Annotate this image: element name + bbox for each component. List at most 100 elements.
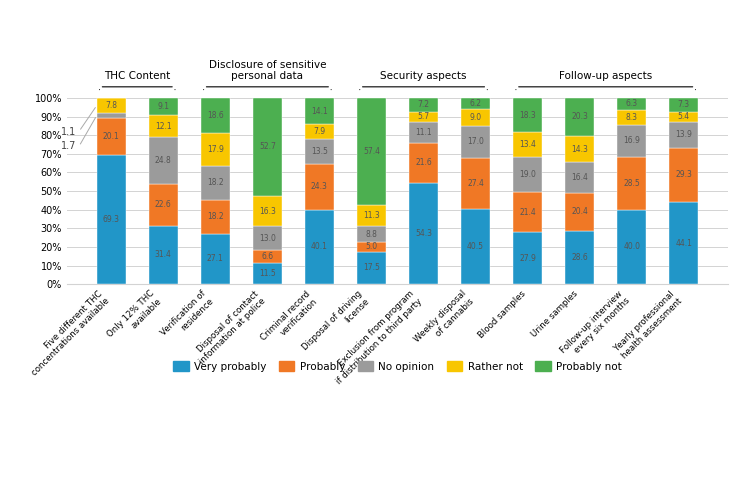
Bar: [253, 226, 282, 250]
Bar: [461, 126, 490, 158]
Text: 22.6: 22.6: [155, 200, 172, 209]
Bar: [149, 226, 178, 284]
Bar: [461, 98, 490, 109]
Bar: [669, 202, 698, 284]
Bar: [461, 209, 490, 284]
Text: 20.1: 20.1: [103, 132, 120, 141]
Text: 11.5: 11.5: [259, 269, 276, 278]
Bar: [305, 210, 334, 284]
Bar: [513, 132, 542, 157]
Text: 6.2: 6.2: [470, 99, 481, 108]
Text: 8.3: 8.3: [626, 113, 637, 122]
Text: Security aspects: Security aspects: [380, 71, 467, 81]
Text: 11.1: 11.1: [415, 128, 432, 137]
Text: 21.4: 21.4: [519, 208, 536, 217]
Bar: [357, 243, 386, 252]
Bar: [565, 98, 594, 136]
Bar: [513, 232, 542, 284]
Bar: [149, 115, 178, 138]
Legend: Very probably, Probably, No opinion, Rather not, Probably not: Very probably, Probably, No opinion, Rat…: [169, 357, 626, 376]
Bar: [149, 138, 178, 184]
Bar: [409, 143, 438, 183]
Bar: [669, 122, 698, 147]
Text: 6.3: 6.3: [626, 99, 637, 108]
Bar: [149, 98, 178, 115]
Text: 5.4: 5.4: [678, 112, 690, 121]
Bar: [357, 98, 386, 205]
Bar: [97, 113, 126, 118]
Bar: [201, 98, 230, 133]
Text: 7.3: 7.3: [678, 100, 690, 109]
Bar: [461, 109, 490, 126]
Bar: [565, 231, 594, 284]
Text: 9.1: 9.1: [158, 102, 169, 111]
Text: 40.0: 40.0: [623, 243, 640, 251]
Text: 1.1: 1.1: [61, 126, 77, 137]
Text: 18.2: 18.2: [207, 212, 224, 221]
Bar: [565, 193, 594, 231]
Text: 69.3: 69.3: [103, 215, 120, 224]
Bar: [617, 210, 646, 284]
Text: 40.5: 40.5: [467, 242, 484, 251]
Bar: [409, 112, 438, 122]
Text: 11.3: 11.3: [363, 211, 380, 220]
Bar: [669, 98, 698, 112]
Text: 24.3: 24.3: [311, 182, 328, 192]
Text: 21.6: 21.6: [415, 158, 432, 168]
Text: 20.4: 20.4: [571, 207, 588, 217]
Text: 29.3: 29.3: [675, 171, 692, 179]
Bar: [201, 200, 230, 234]
Bar: [565, 162, 594, 193]
Bar: [97, 98, 126, 113]
Bar: [201, 133, 230, 166]
Text: 52.7: 52.7: [259, 143, 276, 151]
Bar: [253, 263, 282, 284]
Bar: [409, 183, 438, 284]
Text: 6.6: 6.6: [262, 252, 273, 261]
Bar: [669, 147, 698, 202]
Text: Follow-up aspects: Follow-up aspects: [559, 71, 652, 81]
Text: 13.5: 13.5: [311, 147, 328, 156]
Bar: [201, 166, 230, 200]
Text: 13.9: 13.9: [675, 130, 692, 139]
Bar: [617, 157, 646, 210]
Bar: [97, 155, 126, 284]
Text: 9.0: 9.0: [470, 113, 481, 122]
Bar: [253, 250, 282, 263]
Text: 18.6: 18.6: [207, 111, 224, 120]
Bar: [565, 136, 594, 162]
Text: 13.0: 13.0: [259, 234, 276, 243]
Bar: [305, 124, 334, 139]
Text: 7.8: 7.8: [106, 101, 117, 110]
Bar: [305, 164, 334, 210]
Text: 16.4: 16.4: [571, 173, 588, 182]
Text: 16.3: 16.3: [259, 207, 276, 216]
Text: 17.5: 17.5: [363, 264, 380, 272]
Text: 12.1: 12.1: [155, 122, 172, 131]
Bar: [617, 125, 646, 157]
Bar: [669, 112, 698, 122]
Text: 44.1: 44.1: [675, 239, 692, 247]
Bar: [617, 98, 646, 110]
Bar: [253, 196, 282, 226]
Bar: [97, 118, 126, 155]
Bar: [617, 110, 646, 125]
Text: 40.1: 40.1: [311, 243, 328, 251]
Bar: [305, 139, 334, 164]
Text: 14.1: 14.1: [311, 107, 328, 116]
Text: 54.3: 54.3: [415, 229, 432, 238]
Text: 7.9: 7.9: [314, 127, 325, 136]
Text: 18.2: 18.2: [207, 178, 224, 187]
Bar: [513, 157, 542, 193]
Text: 28.5: 28.5: [623, 179, 640, 188]
Bar: [305, 98, 334, 124]
Bar: [513, 193, 542, 232]
Bar: [201, 234, 230, 284]
Text: 31.4: 31.4: [155, 250, 172, 260]
Bar: [409, 98, 438, 112]
Bar: [357, 252, 386, 284]
Text: 17.0: 17.0: [467, 137, 484, 147]
Text: Disclosure of sensitive
personal data: Disclosure of sensitive personal data: [209, 60, 326, 81]
Text: 24.8: 24.8: [155, 156, 172, 165]
Text: 5.7: 5.7: [418, 112, 429, 122]
